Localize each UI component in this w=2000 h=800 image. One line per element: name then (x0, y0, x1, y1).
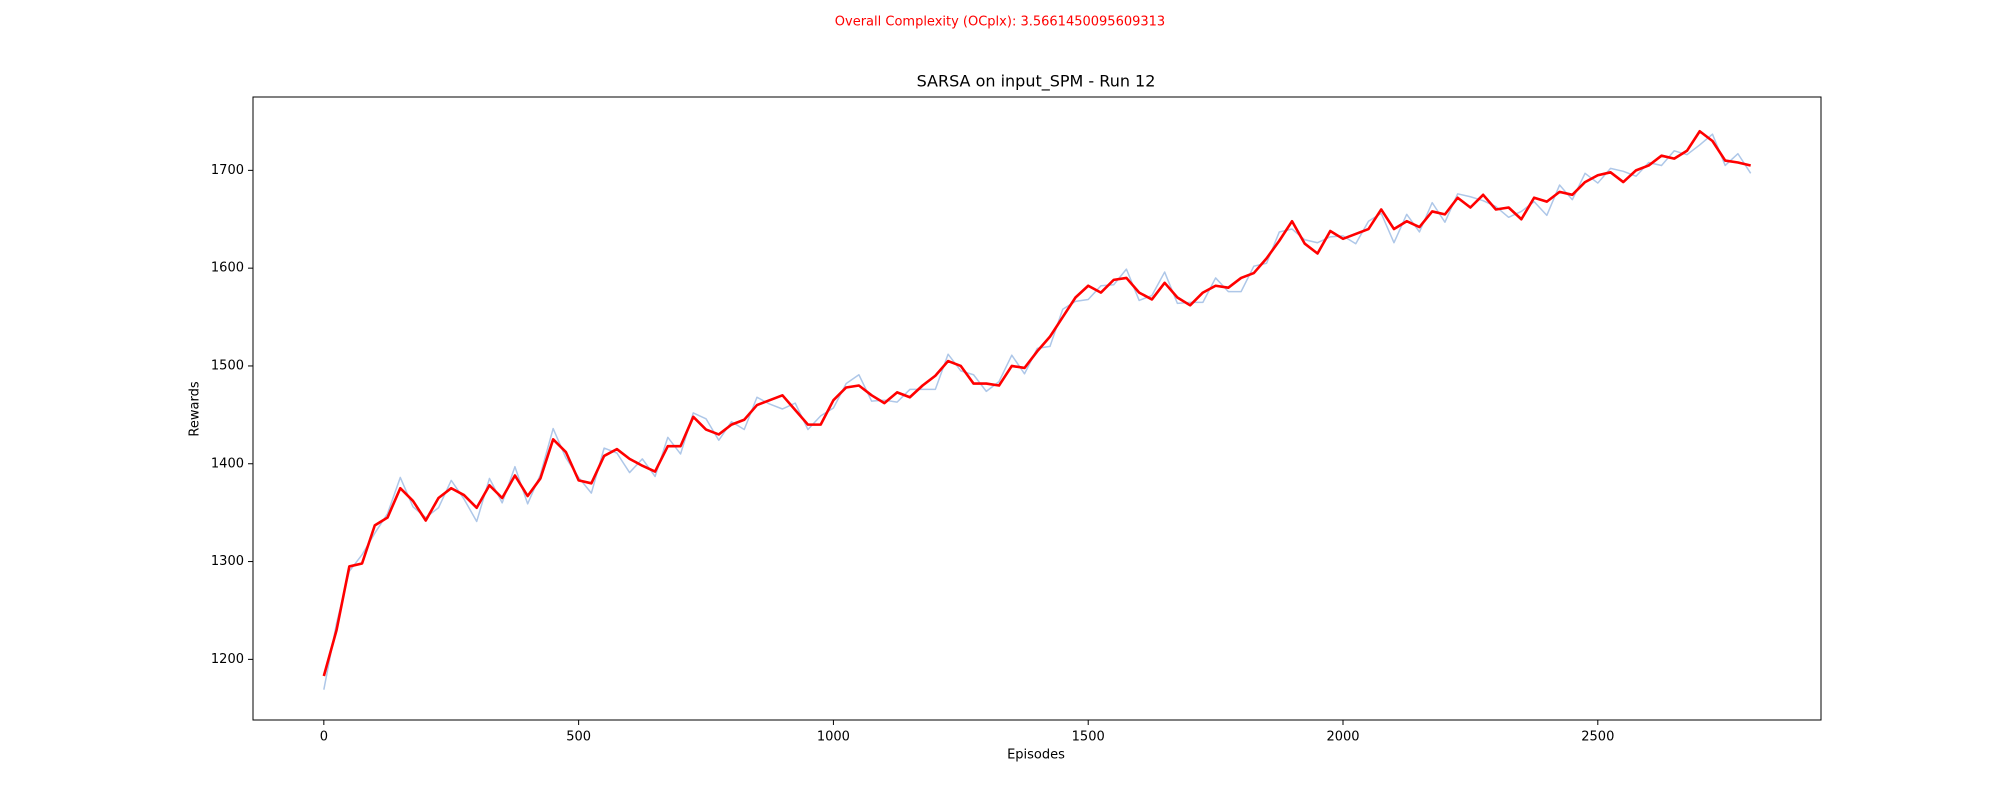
suptitle: Overall Complexity (OCplx): 3.5661450095… (835, 15, 1165, 30)
plot-area (322, 129, 1752, 690)
y-tick-label: 1700 (211, 163, 244, 178)
smoothed-line (322, 129, 1751, 677)
x-tick-label: 2000 (1326, 730, 1359, 745)
raw-line (323, 133, 1752, 690)
y-tick-label: 1600 (211, 261, 244, 276)
x-tick-label: 2500 (1581, 730, 1614, 745)
axes-frame (252, 96, 1822, 721)
y-tick-label: 1500 (211, 358, 244, 373)
x-tick-label: 1000 (817, 730, 850, 745)
x-tick-label: 0 (320, 730, 328, 745)
y-tick-label: 1400 (211, 456, 244, 471)
x-tick-label: 1500 (1072, 730, 1105, 745)
y-axis-label: Rewards (188, 381, 203, 436)
chart-title: SARSA on input_SPM - Run 12 (917, 72, 1156, 92)
x-axis-label: Episodes (1007, 748, 1065, 763)
y-tick-label: 1200 (211, 652, 244, 667)
x-tick-label: 500 (566, 730, 591, 745)
y-tick-label: 1300 (211, 554, 244, 569)
